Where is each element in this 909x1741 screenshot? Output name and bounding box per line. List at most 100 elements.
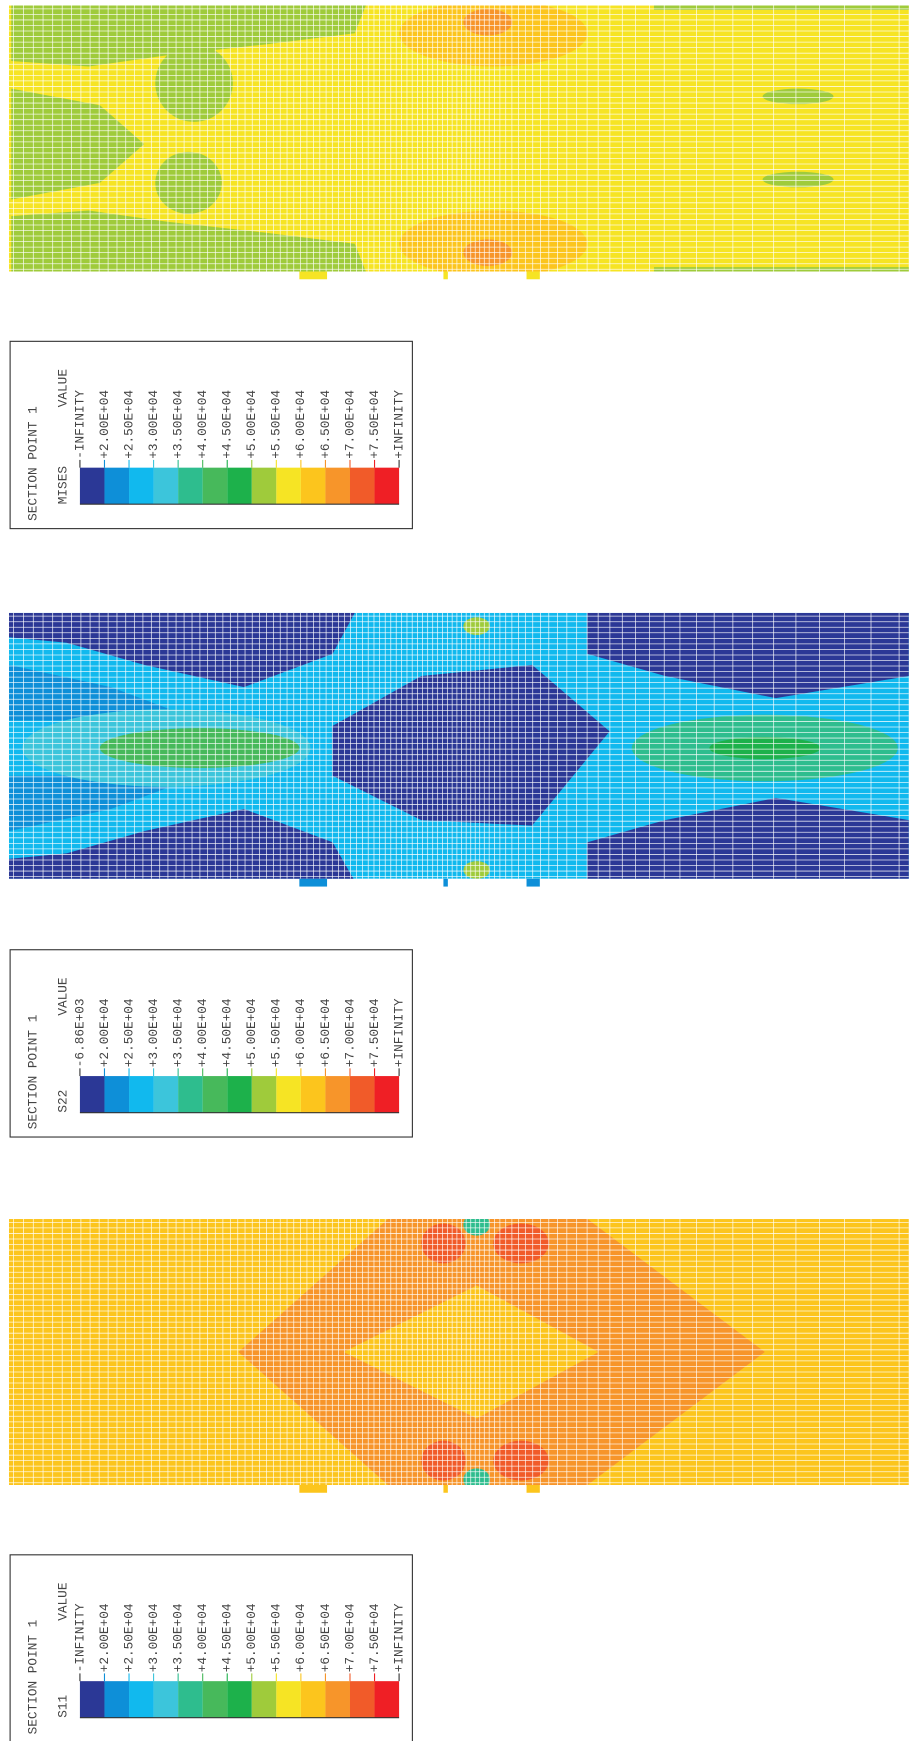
legend-swatch: [374, 467, 400, 505]
variable-label: S22: [56, 1090, 71, 1113]
legend-swatch: [325, 467, 350, 505]
plot-area: [8, 1219, 909, 1486]
legend-label: +6.50E+04: [318, 390, 333, 459]
contour-region: [587, 797, 909, 879]
legend-swatch: [178, 467, 203, 505]
legend-label: +3.50E+04: [170, 998, 185, 1067]
legend-swatch: [325, 1076, 350, 1113]
legend-label: +5.50E+04: [269, 998, 284, 1067]
contour-region: [463, 861, 490, 879]
value-header: VALUE: [56, 977, 71, 1015]
legend-swatch: [227, 1681, 252, 1718]
legend-swatch: [129, 1076, 154, 1113]
legend-swatch: [251, 1681, 277, 1718]
legend-swatch: [153, 1076, 179, 1113]
legend-label: +5.50E+04: [269, 390, 284, 459]
legend-swatch: [300, 467, 326, 505]
support-mark: [443, 271, 448, 280]
legend-label: +6.00E+04: [293, 998, 308, 1067]
legend-swatch: [202, 1681, 228, 1718]
legend-swatch: [227, 1076, 252, 1113]
support-mark: [299, 1485, 328, 1493]
legend-swatch: [79, 1681, 105, 1718]
legend-swatch: [79, 1076, 105, 1113]
support-mark: [443, 1485, 448, 1493]
legend-swatch: [349, 1681, 375, 1718]
legend-label: +4.00E+04: [195, 1604, 210, 1673]
contour-region: [463, 1468, 490, 1486]
legend-swatch: [153, 1681, 179, 1718]
contour-plot: [8, 5, 909, 272]
legend-label: +5.50E+04: [269, 1604, 284, 1673]
legend-label: +INFINITY: [391, 998, 406, 1067]
legend-label: +3.00E+04: [146, 1604, 161, 1673]
value-header: VALUE: [56, 369, 71, 407]
legend-label: +3.50E+04: [170, 1604, 185, 1673]
support-mark: [526, 271, 540, 280]
plot-area: [8, 5, 909, 272]
legend-label: +INFINITY: [391, 390, 406, 459]
legend-swatch: [178, 1076, 203, 1113]
legend-label: -6.86E+03: [72, 998, 87, 1067]
contour-region: [8, 612, 355, 688]
legend-label: +2.50E+04: [121, 390, 136, 459]
legend-swatch: [202, 1076, 228, 1113]
contour-region: [762, 88, 834, 105]
contour-region: [762, 171, 834, 188]
legend-label: +4.00E+04: [195, 390, 210, 459]
legend-label: -INFINITY: [72, 390, 87, 459]
legend-swatch: [251, 467, 277, 505]
legend-swatch: [374, 1681, 400, 1718]
contour-plot: [8, 612, 909, 879]
legend-swatch: [276, 467, 301, 505]
legend-swatch: [104, 467, 130, 505]
legend-swatch: [300, 1076, 326, 1113]
legend-label: +4.50E+04: [220, 998, 235, 1067]
legend-swatch: [202, 467, 228, 505]
legend-swatch: [79, 467, 105, 505]
legend-label: +6.00E+04: [293, 1604, 308, 1673]
legend-label: +4.50E+04: [220, 1604, 235, 1673]
legend-swatch: [227, 467, 252, 505]
contour-plot: [8, 1219, 909, 1486]
legend-swatch: [129, 1681, 154, 1718]
legend-swatch: [178, 1681, 203, 1718]
section-label: SECTION POINT 1: [26, 1619, 41, 1734]
support-mark: [526, 1485, 540, 1493]
legend-label: +2.50E+04: [121, 998, 136, 1067]
contour-region: [8, 664, 200, 721]
legend-label: +2.00E+04: [97, 1604, 112, 1673]
value-header: VALUE: [56, 1583, 71, 1621]
legend-swatch: [104, 1076, 130, 1113]
legend-swatch: [374, 1076, 400, 1113]
contour-region: [463, 617, 490, 636]
legend-label: +7.50E+04: [367, 998, 382, 1067]
legend-label: +7.00E+04: [342, 390, 357, 459]
variable-label: MISES: [56, 466, 71, 505]
section-label: SECTION POINT 1: [26, 406, 41, 521]
legend-swatch: [349, 467, 375, 505]
legend-label: +6.00E+04: [293, 390, 308, 459]
legend-label: +7.00E+04: [342, 998, 357, 1067]
legend-label: +3.00E+04: [146, 390, 161, 459]
legend-label: +3.00E+04: [146, 998, 161, 1067]
legend-label: +3.50E+04: [170, 390, 185, 459]
legend-label: +7.50E+04: [367, 390, 382, 459]
contour-region: [8, 775, 200, 832]
legend-swatch: [129, 467, 154, 505]
legend-label: +INFINITY: [391, 1603, 406, 1672]
legend-swatch: [104, 1681, 130, 1718]
legend-label: -INFINITY: [72, 1603, 87, 1672]
legend-label: +7.50E+04: [367, 1604, 382, 1673]
legend-swatch: [276, 1076, 301, 1113]
legend: SECTION POINT 1 S11 VALUE-INFINITY +2.00E+0…: [9, 1554, 413, 1741]
contour-region: [155, 44, 233, 122]
legend-swatch: [300, 1681, 326, 1718]
legend-swatch: [251, 1076, 277, 1113]
legend-swatch: [349, 1076, 375, 1113]
legend-label: +2.00E+04: [97, 390, 112, 459]
legend-label: +5.00E+04: [244, 998, 259, 1067]
support-mark: [299, 878, 328, 887]
